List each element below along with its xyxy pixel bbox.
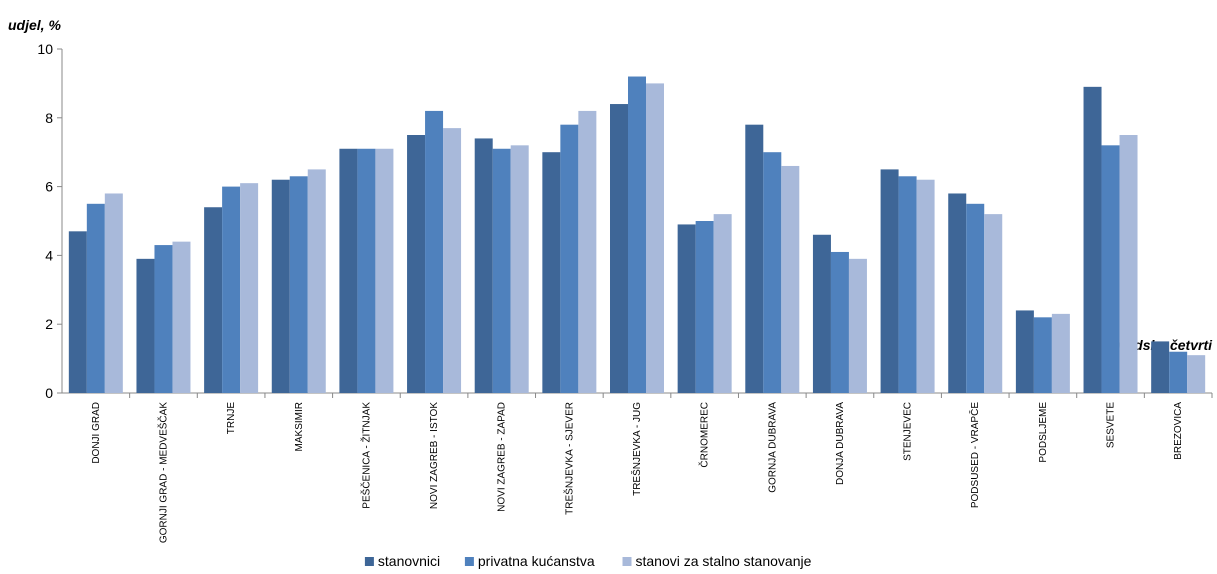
bar	[154, 245, 173, 393]
bar	[339, 148, 358, 393]
bar	[86, 203, 105, 393]
bar	[646, 83, 664, 394]
bar	[443, 128, 462, 393]
bar	[763, 152, 782, 393]
bar	[1169, 351, 1188, 393]
legend-swatch	[364, 557, 374, 566]
bar	[240, 183, 259, 393]
y-tick-label: 2	[45, 316, 53, 332]
bar	[916, 179, 935, 393]
x-tick-label: GORNJA DUBRAVA	[767, 402, 778, 493]
bar	[880, 169, 899, 393]
x-tick-label: GORNJI GRAD - MEDVEŠČAK	[156, 402, 169, 543]
bar	[68, 231, 87, 393]
x-tick-label: STENJEVEC	[903, 402, 914, 461]
bar	[966, 203, 985, 393]
x-tick-label: TREŠNJEVKA - JUG	[630, 402, 643, 496]
x-tick-label: PODSUSED - VRAPČE	[968, 402, 981, 508]
bar	[1083, 86, 1102, 393]
legend-label: privatna kućanstva	[478, 553, 595, 569]
x-tick-label: ČRNOMEREC	[698, 402, 711, 468]
y-tick-label: 4	[45, 247, 53, 263]
bar	[781, 165, 800, 393]
bar	[492, 148, 511, 393]
bar	[560, 124, 579, 394]
bar	[510, 145, 529, 393]
bar	[542, 152, 561, 393]
y-axis-label: udjel, %	[8, 17, 61, 33]
legend-swatch	[464, 557, 474, 566]
bar	[307, 169, 326, 393]
y-tick-label: 8	[45, 110, 53, 126]
bar	[425, 110, 444, 394]
legend-label: stanovi za stalno stanovanje	[636, 553, 812, 569]
bar	[898, 176, 917, 393]
y-tick-label: 0	[45, 385, 53, 401]
bar	[271, 179, 290, 393]
y-tick-label: 6	[45, 179, 53, 195]
x-tick-label: TREŠNJEVKA - SJEVER	[562, 402, 575, 515]
bar	[1119, 135, 1138, 393]
bar	[1187, 355, 1206, 393]
bar	[136, 258, 155, 393]
bar	[745, 124, 764, 394]
x-tick-label: SESVETE	[1106, 402, 1117, 448]
bar	[1033, 317, 1052, 393]
bar	[1151, 341, 1170, 393]
bar	[848, 258, 867, 393]
x-tick-label: PEŠČENICA - ŽITNJAK	[359, 402, 372, 509]
bar	[984, 214, 1003, 393]
x-tick-label: TRNJE	[226, 402, 237, 435]
bar	[1015, 310, 1034, 393]
bar	[172, 241, 191, 393]
x-tick-label: NOVI ZAGREB - ZAPAD	[497, 402, 508, 512]
legend-swatch	[622, 557, 632, 566]
bar	[948, 193, 967, 393]
bar	[812, 234, 831, 393]
bar	[677, 224, 696, 393]
bar	[474, 138, 493, 393]
x-tick-label: MAKSIMIR	[294, 402, 305, 451]
x-tick-label: DONJA DUBRAVA	[835, 402, 846, 485]
bar	[375, 148, 394, 393]
bar	[830, 251, 849, 393]
bar	[695, 221, 714, 393]
bar	[1101, 145, 1120, 393]
bar	[104, 193, 123, 393]
bar	[713, 214, 732, 393]
bar	[407, 135, 426, 393]
bar	[610, 104, 628, 393]
bar	[578, 110, 597, 394]
x-tick-label: DONJI GRAD	[91, 402, 102, 464]
x-tick-label: BREZOVICA	[1173, 402, 1184, 460]
x-tick-label: PODSLJEME	[1038, 402, 1049, 463]
legend-label: stanovnici	[378, 553, 440, 569]
bar	[222, 186, 241, 393]
bar	[204, 207, 223, 393]
y-tick-label: 10	[37, 41, 53, 57]
x-tick-label: NOVI ZAGREB - ISTOK	[429, 402, 440, 509]
bar	[357, 148, 376, 393]
bar	[628, 76, 646, 394]
bar	[1051, 313, 1070, 393]
bar	[289, 176, 308, 393]
